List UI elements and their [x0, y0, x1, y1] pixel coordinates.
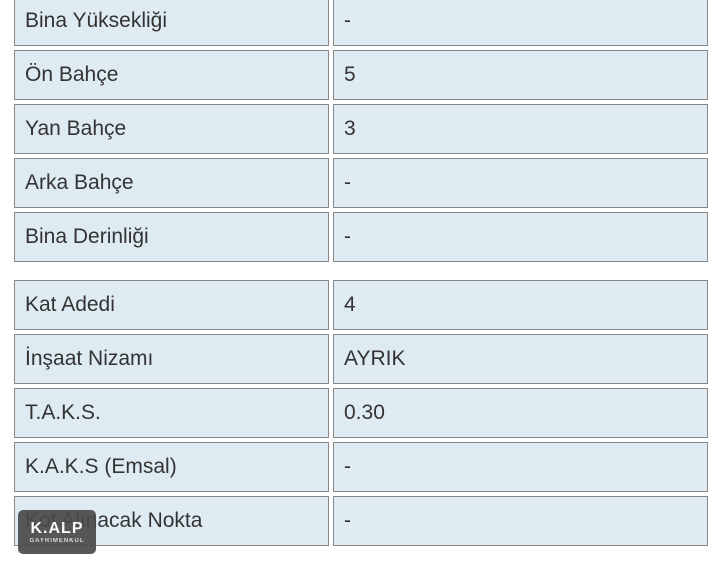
watermark-sub-text: GAYRIMENKUL [29, 538, 84, 545]
table-row: T.A.K.S.0.30 [14, 388, 708, 438]
table-1: Bina Yüksekliği-Ön Bahçe5Yan Bahçe3Arka … [10, 0, 712, 266]
table-row: Ön Bahçe5 [14, 50, 708, 100]
row-value: - [333, 212, 708, 262]
row-label: Bina Yüksekliği [14, 0, 329, 46]
table-row: Arka Bahçe- [14, 158, 708, 208]
row-label: Yan Bahçe [14, 104, 329, 154]
watermark-logo: K.ALP GAYRIMENKUL [18, 510, 96, 554]
row-label: Kat Adedi [14, 280, 329, 330]
row-label: T.A.K.S. [14, 388, 329, 438]
row-value: 0.30 [333, 388, 708, 438]
row-value: 5 [333, 50, 708, 100]
table-row: Yan Bahçe3 [14, 104, 708, 154]
table-row: Bina Yüksekliği- [14, 0, 708, 46]
row-value: - [333, 442, 708, 492]
table-row: K.A.K.S (Emsal)- [14, 442, 708, 492]
property-table-1: Bina Yüksekliği-Ön Bahçe5Yan Bahçe3Arka … [10, 0, 712, 266]
row-label: İnşaat Nizamı [14, 334, 329, 384]
row-label: Arka Bahçe [14, 158, 329, 208]
row-value: 4 [333, 280, 708, 330]
table-row: Kat Adedi4 [14, 280, 708, 330]
row-value: AYRIK [333, 334, 708, 384]
table-row: İnşaat NizamıAYRIK [14, 334, 708, 384]
table-2: Kat Adedi4İnşaat NizamıAYRIKT.A.K.S.0.30… [10, 276, 712, 550]
table-row: Kot Alınacak Nokta- [14, 496, 708, 546]
row-value: - [333, 158, 708, 208]
watermark-main-text: K.ALP [31, 520, 84, 538]
row-label: Bina Derinliği [14, 212, 329, 262]
row-value: - [333, 0, 708, 46]
row-label: K.A.K.S (Emsal) [14, 442, 329, 492]
row-value: 3 [333, 104, 708, 154]
row-value: - [333, 496, 708, 546]
row-label: Ön Bahçe [14, 50, 329, 100]
property-table-2: Kat Adedi4İnşaat NizamıAYRIKT.A.K.S.0.30… [10, 276, 712, 550]
table-row: Bina Derinliği- [14, 212, 708, 262]
